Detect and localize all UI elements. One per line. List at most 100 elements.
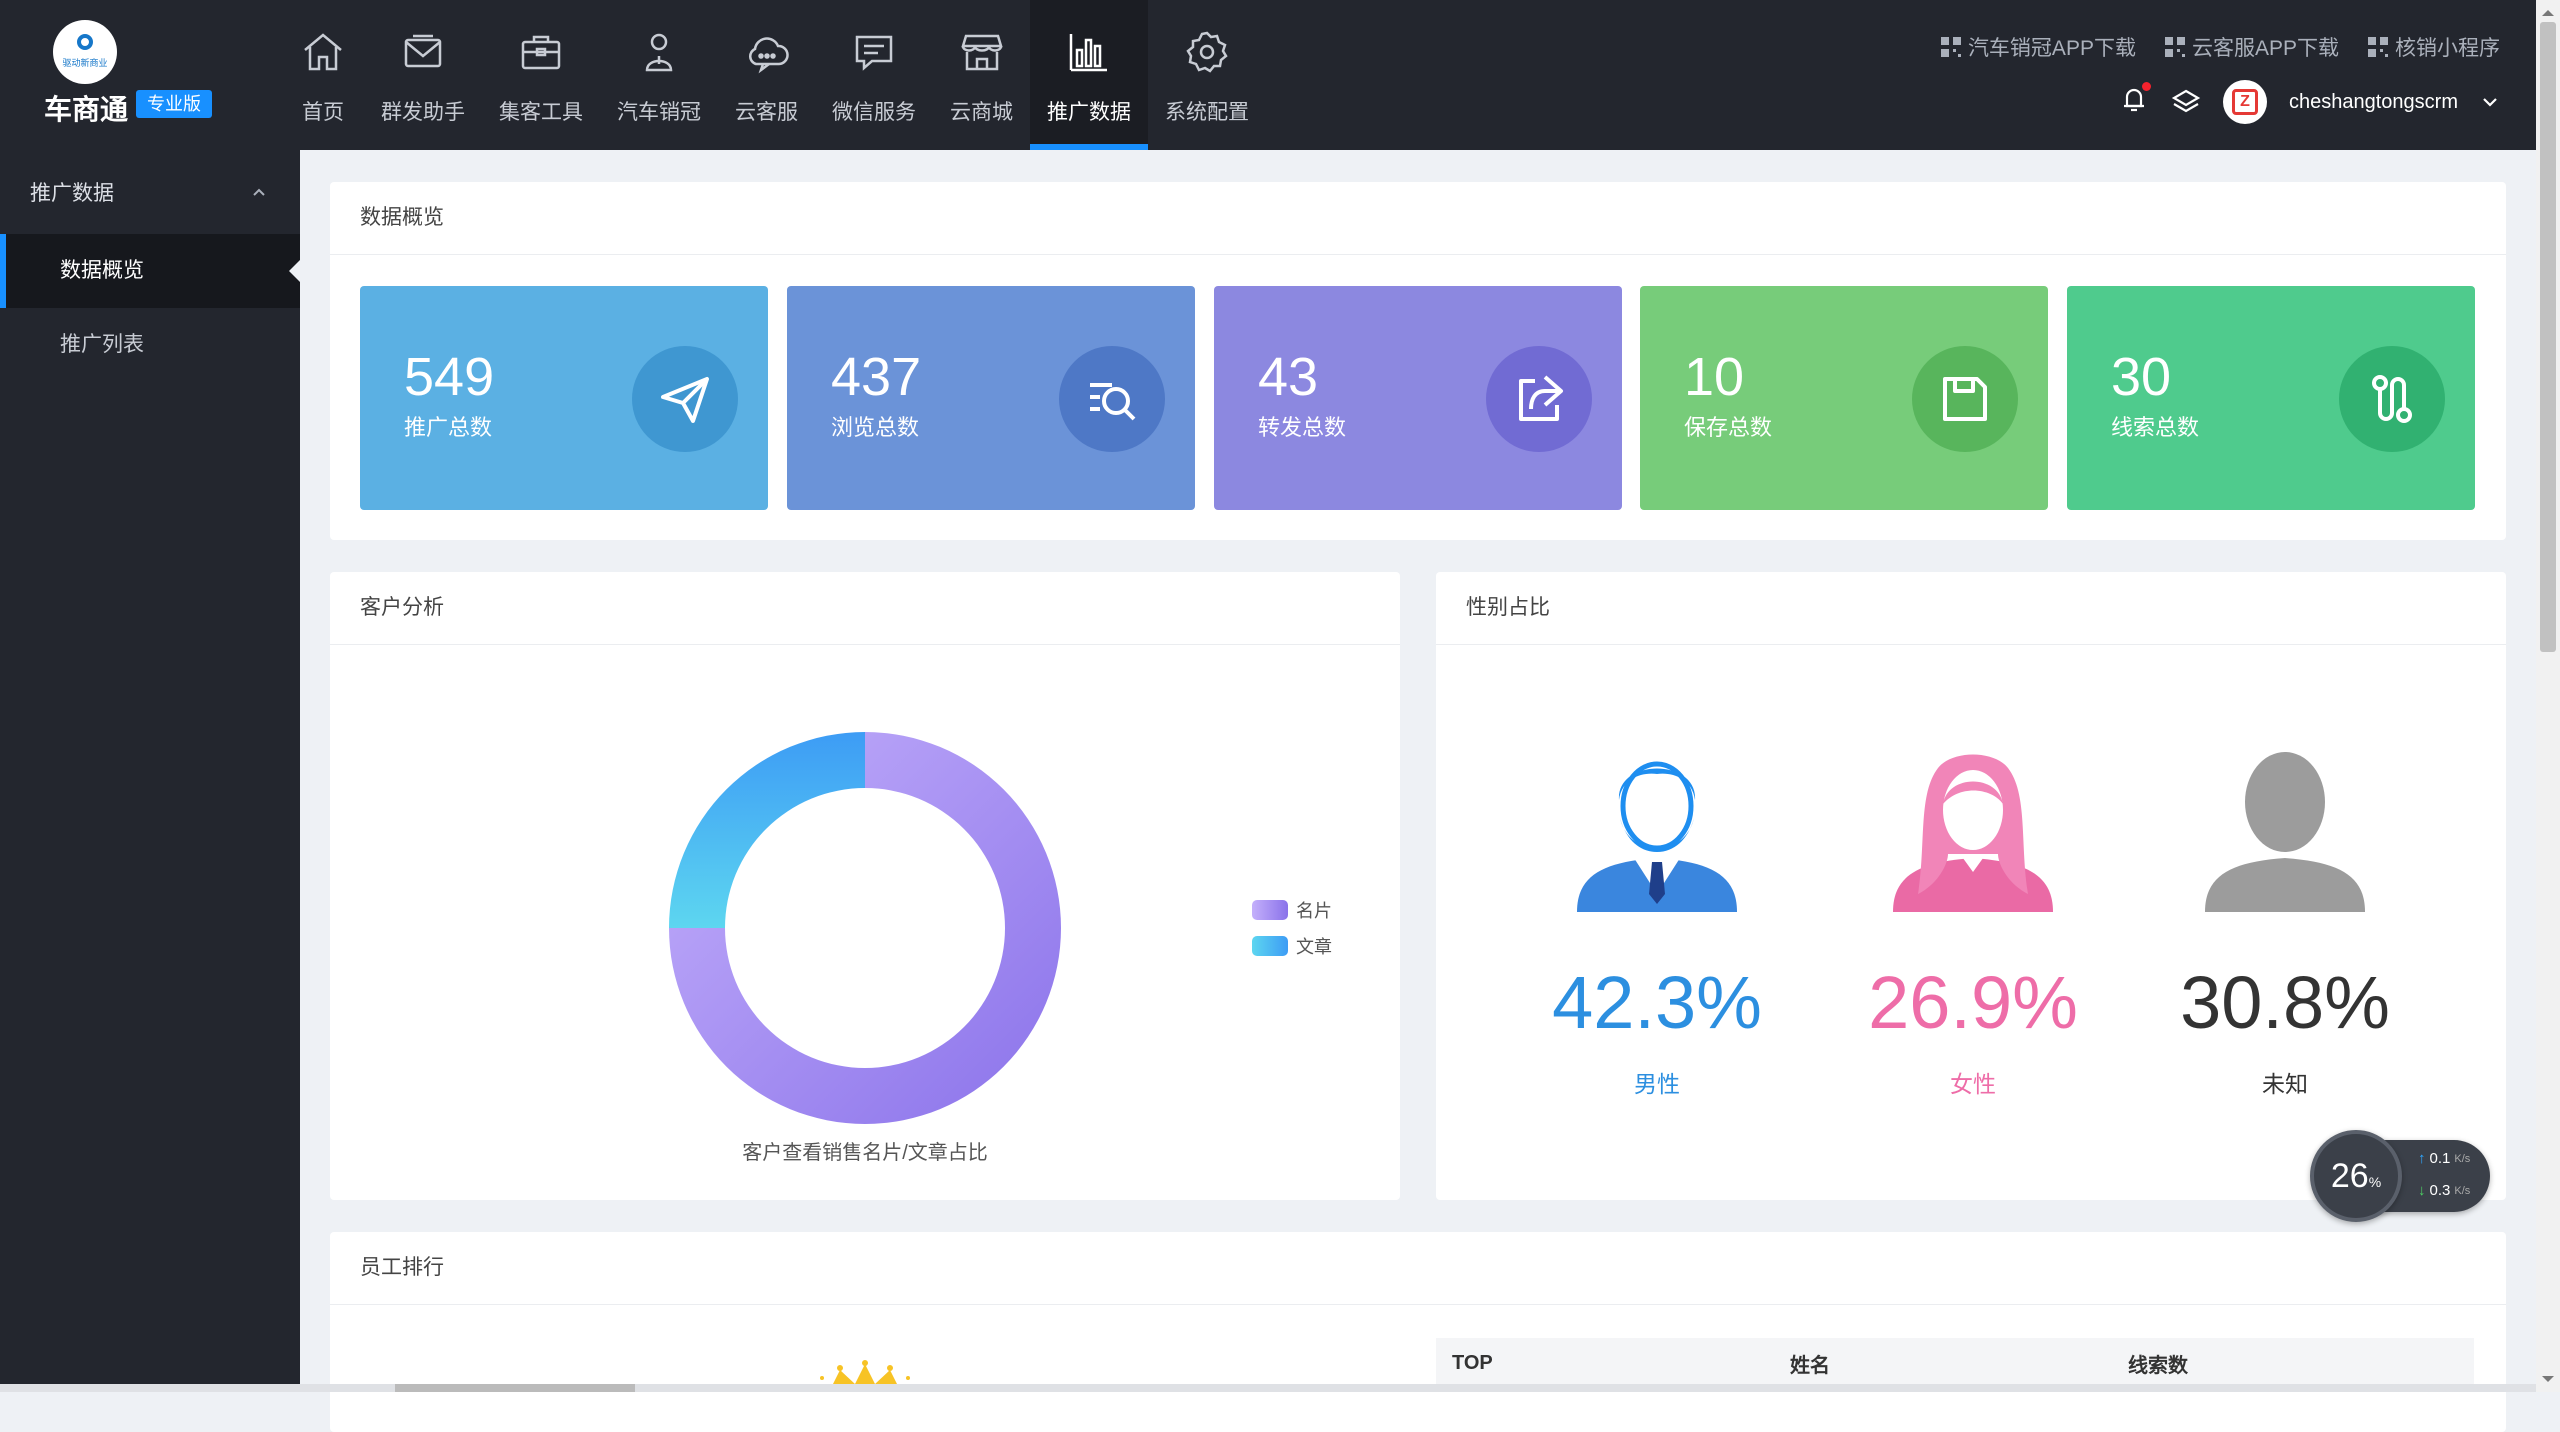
nav-label: 首页 bbox=[302, 101, 344, 124]
crown-icon bbox=[820, 1360, 910, 1390]
upload-unit: K/s bbox=[2454, 1152, 2471, 1165]
download-speed: ↓ 0.3 K/s bbox=[2418, 1182, 2471, 1199]
stat-value: 43 bbox=[1258, 347, 1319, 407]
notification-button[interactable] bbox=[2119, 82, 2152, 120]
stat-value: 30 bbox=[2111, 347, 2172, 407]
gender-label: 女性 bbox=[1950, 1071, 1996, 1097]
gear-icon bbox=[1186, 31, 1228, 73]
sidebar-item-data-overview[interactable]: 数据概览 bbox=[0, 234, 301, 308]
stat-value: 437 bbox=[831, 347, 922, 407]
legend-item[interactable]: 文章 bbox=[1252, 928, 1332, 964]
sidebar-item-promotion-list[interactable]: 推广列表 bbox=[60, 333, 144, 356]
main-nav: 首页 群发助手 集客工具 汽车销冠 云客服 微信服务 云商城 推广数据 bbox=[282, 0, 1266, 150]
car-sales-app-download-link[interactable]: 汽车销冠APP下载 bbox=[1940, 32, 2136, 62]
top-bar: 驱动新商业 车商通 专业版 首页 群发助手 集客工具 汽车销冠 云客服 微信服务 bbox=[0, 0, 2536, 150]
male-avatar-icon bbox=[1577, 752, 1737, 912]
vertical-scrollbar[interactable] bbox=[2536, 0, 2560, 1392]
sidebar-group-promotion-data[interactable]: 推广数据 bbox=[0, 150, 300, 234]
nav-car-sales[interactable]: 汽车销冠 bbox=[600, 0, 718, 150]
stat-label: 保存总数 bbox=[1684, 415, 1773, 440]
horizontal-scroll-thumb[interactable] bbox=[395, 1384, 635, 1392]
stat-saves[interactable]: 10 保存总数 bbox=[1640, 286, 2048, 510]
nav-mass-send[interactable]: 群发助手 bbox=[364, 0, 482, 150]
scroll-down-arrow[interactable] bbox=[2542, 1376, 2554, 1388]
save-icon bbox=[1912, 346, 2018, 452]
person-icon bbox=[645, 33, 673, 72]
overview-title: 数据概览 bbox=[330, 182, 2506, 255]
avatar-letter: Z bbox=[2232, 89, 2259, 115]
username[interactable]: cheshangtongscrm bbox=[2289, 90, 2458, 113]
avatar[interactable]: Z bbox=[2223, 80, 2268, 124]
nav-label: 汽车销冠 bbox=[617, 101, 701, 124]
legend-item[interactable]: 名片 bbox=[1252, 892, 1332, 928]
qr-code-icon bbox=[2368, 37, 2388, 57]
sidebar-group-label: 推广数据 bbox=[30, 182, 114, 205]
stat-views[interactable]: 437 浏览总数 bbox=[787, 286, 1195, 510]
nav-label: 推广数据 bbox=[1047, 101, 1131, 124]
nav-cloud-service[interactable]: 云客服 bbox=[718, 0, 815, 150]
nav-cloud-store[interactable]: 云商城 bbox=[933, 0, 1030, 150]
edition-badge: 专业版 bbox=[136, 90, 212, 118]
column-header-top: TOP bbox=[1452, 1351, 1493, 1374]
donut-chart bbox=[669, 732, 1061, 1124]
share-icon bbox=[1486, 346, 1592, 452]
mail-icon bbox=[404, 34, 442, 68]
customer-analysis-title: 客户分析 bbox=[330, 572, 1400, 645]
stat-shares[interactable]: 43 转发总数 bbox=[1214, 286, 1622, 510]
nav-label: 群发助手 bbox=[381, 101, 465, 124]
cpu-percent-unit: % bbox=[2368, 1174, 2382, 1190]
cpu-percent-value: 26 bbox=[2330, 1156, 2369, 1195]
legend-label: 文章 bbox=[1296, 937, 1332, 957]
link-label: 汽车销冠APP下载 bbox=[1967, 37, 2136, 60]
layers-icon[interactable] bbox=[2171, 87, 2201, 117]
stat-label: 浏览总数 bbox=[831, 415, 920, 440]
message-icon bbox=[855, 35, 893, 71]
nav-lead-tools[interactable]: 集客工具 bbox=[482, 0, 600, 150]
notification-dot bbox=[2142, 82, 2152, 91]
gender-percent: 30.8% bbox=[2180, 961, 2390, 1044]
stat-label: 推广总数 bbox=[404, 415, 493, 440]
store-icon bbox=[960, 34, 1003, 71]
stat-label: 线索总数 bbox=[2111, 415, 2200, 440]
ranking-title: 员工排行 bbox=[330, 1232, 2506, 1305]
upload-value: 0.1 bbox=[2429, 1150, 2451, 1167]
chevron-down-icon[interactable] bbox=[2480, 92, 2500, 112]
cloud-service-app-download-link[interactable]: 云客服APP下载 bbox=[2164, 32, 2339, 62]
brand-name: 车商通 bbox=[44, 94, 129, 125]
scroll-up-arrow[interactable] bbox=[2542, 4, 2554, 16]
nav-label: 云商城 bbox=[950, 101, 1013, 124]
chevron-up-icon bbox=[253, 188, 265, 196]
qr-code-icon bbox=[1940, 37, 1961, 57]
scroll-thumb[interactable] bbox=[2540, 22, 2556, 652]
stat-promotions[interactable]: 549 推广总数 bbox=[360, 286, 768, 510]
nav-promotion-data[interactable]: 推广数据 bbox=[1030, 0, 1148, 150]
cloud-chat-icon bbox=[748, 37, 789, 74]
ranking-card: 员工排行 bbox=[330, 1232, 2506, 1432]
gender-label: 未知 bbox=[2262, 1071, 2308, 1097]
chart-legend: 名片 文章 bbox=[1252, 892, 1332, 964]
gender-title: 性别占比 bbox=[1436, 572, 2506, 645]
nav-home[interactable]: 首页 bbox=[282, 0, 364, 150]
mini-program-link[interactable]: 核销小程序 bbox=[2367, 32, 2500, 62]
gender-percent: 26.9% bbox=[1868, 961, 2078, 1044]
nav-label: 云客服 bbox=[735, 101, 798, 124]
link-label: 核销小程序 bbox=[2395, 37, 2500, 60]
brand[interactable]: 驱动新商业 车商通 专业版 bbox=[36, 18, 226, 136]
column-header-leads: 线索数 bbox=[2128, 1354, 2188, 1377]
top-links: 汽车销冠APP下载 云客服APP下载 核销小程序 bbox=[1940, 32, 2500, 62]
gender-unknown: 30.8% 未知 bbox=[2175, 954, 2395, 1099]
download-value: 0.3 bbox=[2429, 1182, 2451, 1199]
stat-leads[interactable]: 30 线索总数 bbox=[2067, 286, 2475, 510]
stat-value: 10 bbox=[1684, 347, 1745, 407]
legend-swatch bbox=[1252, 900, 1288, 920]
cpu-percent: 26 % bbox=[2310, 1130, 2402, 1222]
gender-female: 26.9% 女性 bbox=[1863, 954, 2083, 1099]
donut-slice-article[interactable] bbox=[669, 732, 865, 928]
nav-wechat-service[interactable]: 微信服务 bbox=[815, 0, 933, 150]
horizontal-scrollbar[interactable] bbox=[0, 1384, 2536, 1392]
gender-percent: 42.3% bbox=[1552, 961, 1762, 1044]
search-list-icon bbox=[1059, 346, 1165, 452]
bar-chart-icon bbox=[1069, 34, 1107, 72]
nav-system-config[interactable]: 系统配置 bbox=[1148, 0, 1266, 150]
nav-label: 微信服务 bbox=[832, 101, 916, 124]
